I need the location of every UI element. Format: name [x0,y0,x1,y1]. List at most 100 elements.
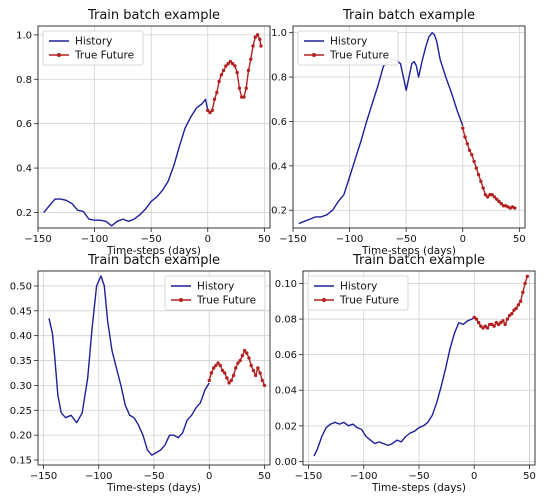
data-point [256,366,260,370]
y-tick-label: 0.6 [16,119,32,130]
x-tick-label: 0 [471,471,477,482]
y-tick-label: 0.02 [275,421,297,432]
data-point [223,371,227,375]
data-point [234,366,238,370]
legend-box [42,30,144,66]
data-point [207,378,211,383]
y-tick-label: 0.50 [10,281,32,292]
y-tick-label: 0.8 [16,75,32,86]
data-point [516,303,521,307]
y-tick-label: 0.30 [10,381,32,392]
x-tick-label: 0 [205,234,211,245]
data-point [208,110,212,115]
data-point [518,299,523,303]
data-point [211,366,216,370]
x-tick-label: −150 [30,471,57,482]
data-point [490,193,494,197]
data-point [225,376,229,380]
data-point [214,363,218,368]
data-point [224,64,228,68]
data-point [510,312,514,316]
x-tick-label: 50 [523,471,536,482]
y-tick-label: 0.4 [16,164,32,175]
data-point [503,322,507,327]
data-point [253,373,258,378]
y-tick-label: 0.35 [10,356,32,367]
data-point [474,166,479,170]
y-tick-label: 0.6 [271,117,287,128]
y-tick-label: 0.8 [271,73,287,84]
data-point [497,199,501,204]
data-point [259,44,263,48]
legend-label: True Future [339,295,399,307]
legend-label: True Future [74,50,134,62]
data-point [209,371,214,375]
data-point [461,126,465,130]
chart-panel-1: −150 −100 −50 0 50 0.2 0.4 0.6 0.8 1.0 Train batch… [16,8,271,257]
legend-label: History [330,36,367,48]
x-tick-label: −50 [141,234,162,245]
legend-label: History [340,281,377,293]
data-point [238,358,242,363]
data-point [231,373,236,378]
x-tick-label: 50 [258,471,271,482]
data-point [260,378,264,383]
x-axis-label: Time-steps (days) [106,482,201,494]
data-point [242,95,246,99]
data-point [230,62,235,66]
y-tick-label: 0.00 [275,457,297,468]
legend-label: History [75,36,112,48]
x-tick-label: 50 [513,234,526,245]
legend: History True Future [297,30,399,66]
y-tick-label: 0.2 [16,208,32,219]
series-line-history [48,275,210,456]
data-point [465,141,469,146]
data-point [495,197,499,201]
legend-marker [57,53,61,57]
x-tick-label: −100 [350,471,377,482]
data-point [233,64,237,68]
y-tick-label: 0.45 [10,306,32,317]
data-point [485,326,490,330]
y-tick-label: 0.20 [10,431,32,442]
legend-marker [312,53,316,57]
y-tick-label: 0.2 [271,206,287,217]
y-tick-label: 0.25 [10,406,32,417]
data-point [216,361,220,365]
data-point [220,368,225,373]
data-point [501,319,505,323]
y-tick-label: 0.06 [275,350,297,361]
data-point [513,206,517,210]
legend-box [297,30,399,66]
y-tick-label: 0.10 [275,279,297,290]
legend-marker [322,298,326,302]
chart-title: Train batch example [87,8,220,23]
data-point [514,306,518,311]
legend: History True Future [307,275,409,311]
chart-panel-3: −150 −100 −50 0 50 0.15 0.20 0.25 0.30 0.35 0.40 0.… [10,253,271,494]
legend-label: True Future [329,50,389,62]
data-point [240,353,245,358]
data-point [485,195,490,199]
data-point [226,62,230,66]
axes-frame [292,25,526,229]
data-point [246,68,251,73]
data-point [235,70,239,75]
data-point [521,290,525,295]
x-tick-label: −150 [24,234,51,245]
data-point [481,186,485,190]
legend-box [307,275,409,311]
data-point [470,153,474,157]
y-tick-label: 0.4 [271,161,287,172]
legend-label: History [197,281,234,293]
y-tick-label: 0.08 [275,315,297,326]
data-point [210,108,214,113]
data-point [249,363,253,368]
data-point [236,361,240,365]
data-point [251,44,255,48]
x-tick-label: −150 [279,234,306,245]
data-point [249,57,253,61]
x-axis-label: Time-steps (days) [371,482,466,494]
data-point [483,193,488,197]
x-tick-label: 0 [460,234,466,245]
